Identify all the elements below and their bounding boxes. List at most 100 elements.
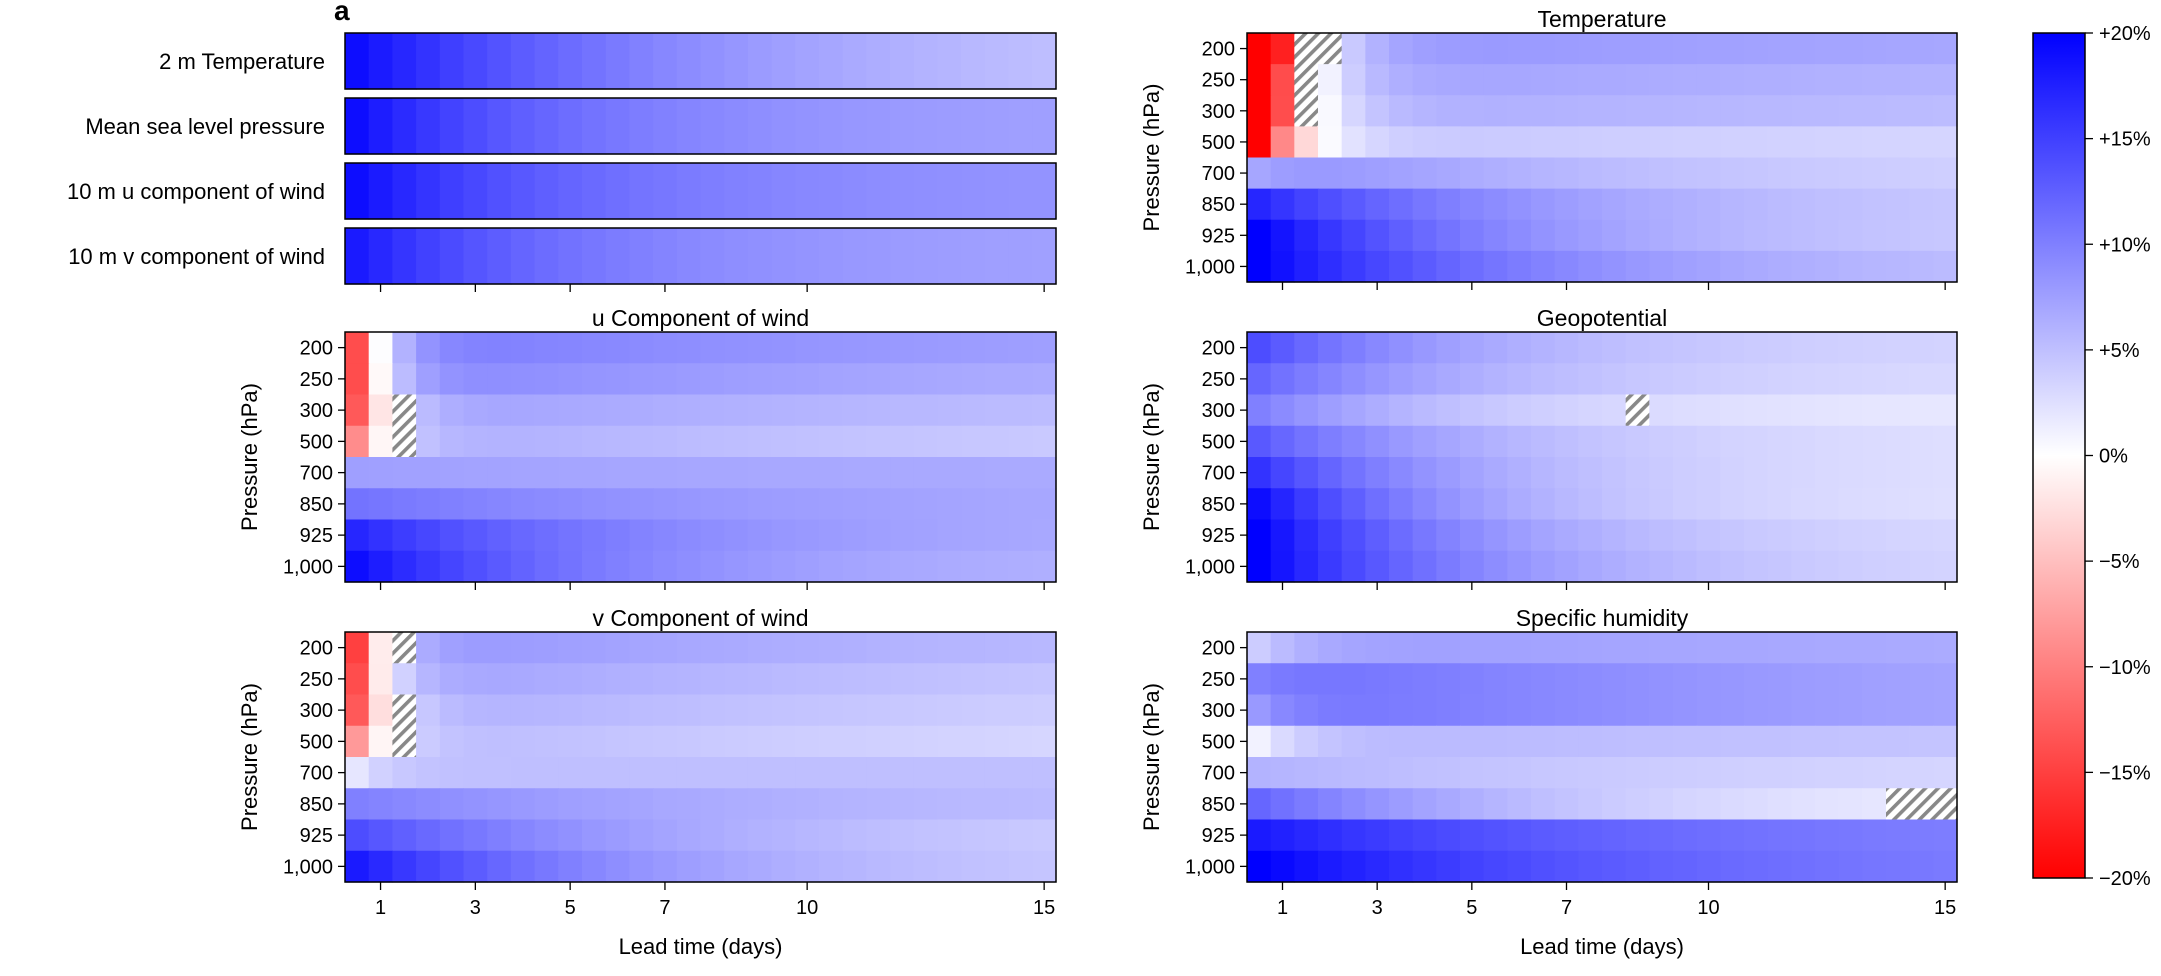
heatmap-cell bbox=[1460, 219, 1485, 252]
heatmap-cell bbox=[747, 725, 773, 758]
heatmap-cell bbox=[1673, 126, 1698, 159]
heatmap-cell bbox=[558, 394, 583, 427]
heatmap-cell bbox=[984, 550, 1010, 583]
surface-cell bbox=[819, 98, 844, 155]
heatmap-cell bbox=[747, 788, 773, 821]
surface-cell bbox=[961, 228, 986, 285]
heatmap-cell bbox=[1008, 332, 1033, 364]
heatmap-cell bbox=[1838, 64, 1863, 96]
heatmap-cell bbox=[1815, 250, 1840, 283]
heatmap-cell bbox=[913, 332, 939, 364]
heatmap-cell bbox=[1247, 632, 1272, 664]
heatmap-cell bbox=[1815, 394, 1840, 427]
heatmap-cell bbox=[1838, 550, 1863, 583]
heatmap-cell bbox=[1696, 725, 1721, 758]
heatmap-hatched-cell bbox=[1886, 788, 1911, 821]
heatmap-cell bbox=[1318, 157, 1343, 190]
heatmap-cell bbox=[1460, 332, 1485, 364]
heatmap-cell bbox=[771, 394, 796, 427]
heatmap-cell bbox=[1365, 64, 1390, 96]
heatmap-cell bbox=[558, 632, 583, 664]
heatmap-cell bbox=[819, 363, 844, 396]
heatmap-cell bbox=[1270, 363, 1295, 396]
heatmap-cell bbox=[819, 663, 844, 696]
heatmap-cell bbox=[605, 725, 630, 758]
heatmap-cell bbox=[1673, 725, 1698, 758]
heatmap-cell bbox=[1436, 394, 1461, 427]
heatmap-cell bbox=[1436, 126, 1461, 159]
heatmap-cell bbox=[1649, 850, 1674, 883]
heatmap-cell bbox=[771, 757, 796, 789]
heatmap-cell bbox=[510, 632, 536, 664]
heatmap-cell bbox=[1673, 425, 1698, 458]
heatmap-cell bbox=[1389, 757, 1414, 789]
heatmap-cell bbox=[1460, 250, 1485, 283]
surface-cell bbox=[534, 98, 559, 155]
heatmap-cell bbox=[937, 550, 962, 583]
heatmap-cell bbox=[629, 632, 654, 664]
heatmap-cell bbox=[1909, 550, 1934, 583]
heatmap-cell bbox=[1294, 363, 1319, 396]
y-tick-label: 700 bbox=[1202, 463, 1235, 485]
heatmap-cell bbox=[1909, 188, 1934, 221]
heatmap-cell bbox=[771, 694, 796, 727]
surface-cell bbox=[392, 98, 417, 155]
heatmap-cell bbox=[771, 788, 796, 821]
heatmap-cell bbox=[1720, 694, 1745, 727]
heatmap-cell bbox=[1483, 550, 1508, 583]
colorbar: +20% +15% +10% +5% 0% −5% −10% −15% −20% bbox=[2032, 23, 2151, 890]
surface-cell bbox=[392, 33, 417, 90]
heatmap-cell bbox=[1365, 394, 1390, 427]
heatmap-cell bbox=[890, 550, 915, 583]
heatmap-cell bbox=[1247, 95, 1272, 127]
heatmap-cell bbox=[1673, 550, 1698, 583]
heatmap-cell bbox=[1933, 33, 1958, 65]
heatmap-cell bbox=[1744, 757, 1769, 789]
heatmap-cell bbox=[1008, 363, 1033, 396]
heatmap-cell bbox=[1767, 126, 1792, 159]
heatmap-cell bbox=[1791, 519, 1816, 552]
heatmap-cell bbox=[1270, 126, 1295, 159]
surface-cell bbox=[913, 33, 939, 90]
surface-cell bbox=[676, 228, 702, 285]
heatmap-cell bbox=[558, 457, 583, 489]
heatmap-cell bbox=[1933, 850, 1958, 883]
heatmap-cell bbox=[890, 788, 915, 821]
surface-cell bbox=[439, 98, 465, 155]
heatmap-cell bbox=[1008, 550, 1033, 583]
heatmap-cell bbox=[439, 394, 465, 427]
heatmap-cell bbox=[1838, 425, 1863, 458]
heatmap-cell bbox=[842, 632, 867, 664]
heatmap-cell bbox=[1460, 425, 1485, 458]
y-tick-label: 500 bbox=[300, 731, 333, 753]
surface-cell bbox=[368, 33, 393, 90]
heatmap-cell bbox=[1389, 788, 1414, 821]
row-label: 10 m v component of wind bbox=[68, 244, 325, 269]
heatmap-cell bbox=[1838, 332, 1863, 364]
heatmap-cell bbox=[368, 394, 393, 427]
heatmap-cell bbox=[1412, 457, 1437, 489]
heatmap-cell bbox=[605, 757, 630, 789]
heatmap-cell bbox=[1625, 425, 1650, 458]
heatmap-cell bbox=[724, 788, 749, 821]
heatmap-cell bbox=[1625, 488, 1650, 521]
heatmap-cell bbox=[676, 850, 702, 883]
surface-cell bbox=[819, 33, 844, 90]
heatmap-cell bbox=[1578, 819, 1603, 852]
heatmap-cell bbox=[1838, 33, 1863, 65]
heatmap-cell bbox=[866, 725, 891, 758]
heatmap-cell bbox=[1554, 33, 1579, 65]
heatmap-cell bbox=[439, 632, 465, 664]
heatmap-cell bbox=[1744, 519, 1769, 552]
heatmap-cell bbox=[842, 550, 867, 583]
colorbar-gradient bbox=[2032, 32, 2086, 879]
surface-cell bbox=[558, 33, 583, 90]
heatmap-cell bbox=[1008, 725, 1033, 758]
heatmap-cell bbox=[1625, 33, 1650, 65]
heatmap-cell bbox=[1294, 850, 1319, 883]
heatmap-cell bbox=[795, 663, 820, 696]
heatmap-cell bbox=[937, 663, 962, 696]
surface-cell bbox=[487, 33, 512, 90]
surface-cell bbox=[700, 228, 725, 285]
heatmap-cell bbox=[1341, 757, 1366, 789]
